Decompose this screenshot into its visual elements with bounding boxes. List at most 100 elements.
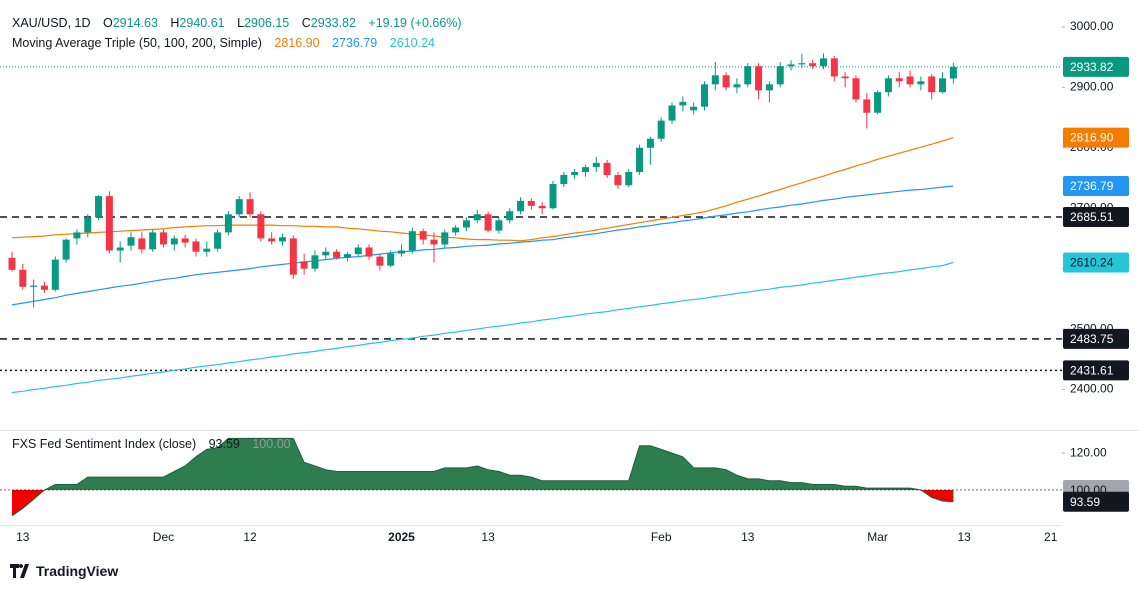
brand-logo [10, 564, 29, 578]
candle-body [246, 199, 254, 215]
candle-body [387, 253, 395, 266]
candle-body [441, 232, 449, 245]
indicator-tag: 93.59 [1070, 495, 1100, 509]
x-tick-label: 13 [741, 530, 755, 544]
candle-body [279, 237, 286, 242]
candle-body [484, 214, 492, 231]
candle-body [538, 205, 546, 209]
candle-body [462, 220, 470, 228]
candle-body [452, 227, 460, 233]
ma-tag-bg [1063, 252, 1129, 273]
ma-tag-bg [1063, 175, 1129, 196]
candle-body [679, 101, 687, 106]
change: +19.19 (+0.66%) [368, 16, 462, 30]
candle-body [949, 66, 957, 79]
candle-body [235, 199, 243, 215]
level-tag-bg [1063, 360, 1129, 381]
candle-body [138, 238, 146, 250]
indicator-legend: FXS Fed Sentiment Index (close) 93.59 10… [12, 437, 291, 451]
candle-body [149, 232, 157, 250]
candle-body [95, 196, 103, 218]
candle-body [289, 238, 297, 275]
candle-body [354, 247, 362, 255]
candle-body [506, 211, 514, 221]
candle-body [257, 214, 265, 239]
candle-body [841, 76, 849, 79]
candle-body [300, 261, 308, 269]
y-tick-label: 120.00 [1070, 445, 1107, 459]
candle-body [711, 75, 719, 85]
y-tick-label: 2400.00 [1070, 382, 1114, 396]
candle-body [700, 84, 708, 107]
moving-average-line [11, 185, 954, 306]
candle-body [105, 196, 113, 251]
candle-body [127, 237, 135, 246]
candle-body [268, 238, 276, 242]
candle-body [863, 99, 871, 113]
candle-body [939, 78, 947, 93]
y-tick-label: 3000.00 [1070, 19, 1114, 33]
ma-tag-bg [1063, 127, 1129, 148]
candle-body [733, 84, 741, 88]
candle-body [333, 251, 341, 258]
candle-body [809, 63, 817, 67]
ohlc-prefix: O [102, 16, 113, 30]
candle-body [895, 78, 903, 82]
symbol-legend: XAU/USD, 1D O2914.63 H2940.61 L2906.15 C… [12, 16, 462, 30]
candle-body [603, 162, 611, 175]
x-tick-label: Mar [867, 530, 888, 544]
indicator-line [11, 437, 954, 517]
candle-body [690, 106, 698, 111]
candle-body [592, 162, 600, 168]
brand: TradingView [10, 563, 118, 579]
candle-body [30, 285, 38, 287]
indicator-value: 93.59 [208, 437, 240, 451]
candle-body [159, 232, 167, 245]
candle-body [343, 254, 351, 258]
candle-body [430, 239, 438, 245]
candle-body [571, 171, 579, 175]
level-tag: 2685.51 [1070, 210, 1114, 224]
candle-body [906, 76, 914, 85]
last-price-tag-bg [1063, 56, 1129, 77]
candle-body [581, 167, 589, 172]
candle-body [419, 231, 427, 240]
indicator-title: FXS Fed Sentiment Index (close) [12, 437, 197, 451]
candle-body [116, 247, 124, 251]
x-tick-label: 13 [481, 530, 495, 544]
candle-body [170, 238, 178, 245]
candle-body [787, 64, 795, 67]
level-tag: 2431.61 [1070, 364, 1114, 378]
ma-tag: 2610.24 [1070, 256, 1114, 270]
open-value: 2914.63 [112, 16, 158, 30]
close-value: 2933.82 [310, 16, 356, 30]
ma-value: 2610.24 [389, 36, 435, 50]
last-price-tag: 2933.82 [1070, 60, 1114, 74]
candle-body [722, 75, 730, 88]
candle-body [549, 184, 557, 209]
candle-body [376, 256, 384, 266]
candle-body [798, 63, 806, 65]
candle-body [73, 232, 81, 239]
candle-body [744, 66, 752, 85]
candle-body [755, 66, 763, 91]
ma-legend: Moving Average Triple (50, 100, 200, Sim… [12, 36, 435, 50]
candle-body [884, 78, 892, 93]
ma-title: Moving Average Triple (50, 100, 200, Sim… [12, 36, 262, 50]
candle-body [224, 214, 232, 233]
candle-body [214, 232, 222, 249]
candle-body [646, 138, 654, 148]
candle-body [668, 105, 676, 121]
candle-body [657, 120, 665, 139]
y-tick-label: 2900.00 [1070, 80, 1114, 94]
candle-body [398, 250, 406, 254]
ma-tag: 2816.90 [1070, 131, 1114, 145]
x-tick-label: Dec [153, 530, 174, 544]
candle-body [84, 217, 92, 233]
moving-average-line [11, 261, 954, 394]
candle-body [874, 92, 882, 113]
ma-value: 2816.90 [274, 36, 320, 50]
candle-body [365, 247, 373, 257]
candle-body [192, 241, 200, 252]
